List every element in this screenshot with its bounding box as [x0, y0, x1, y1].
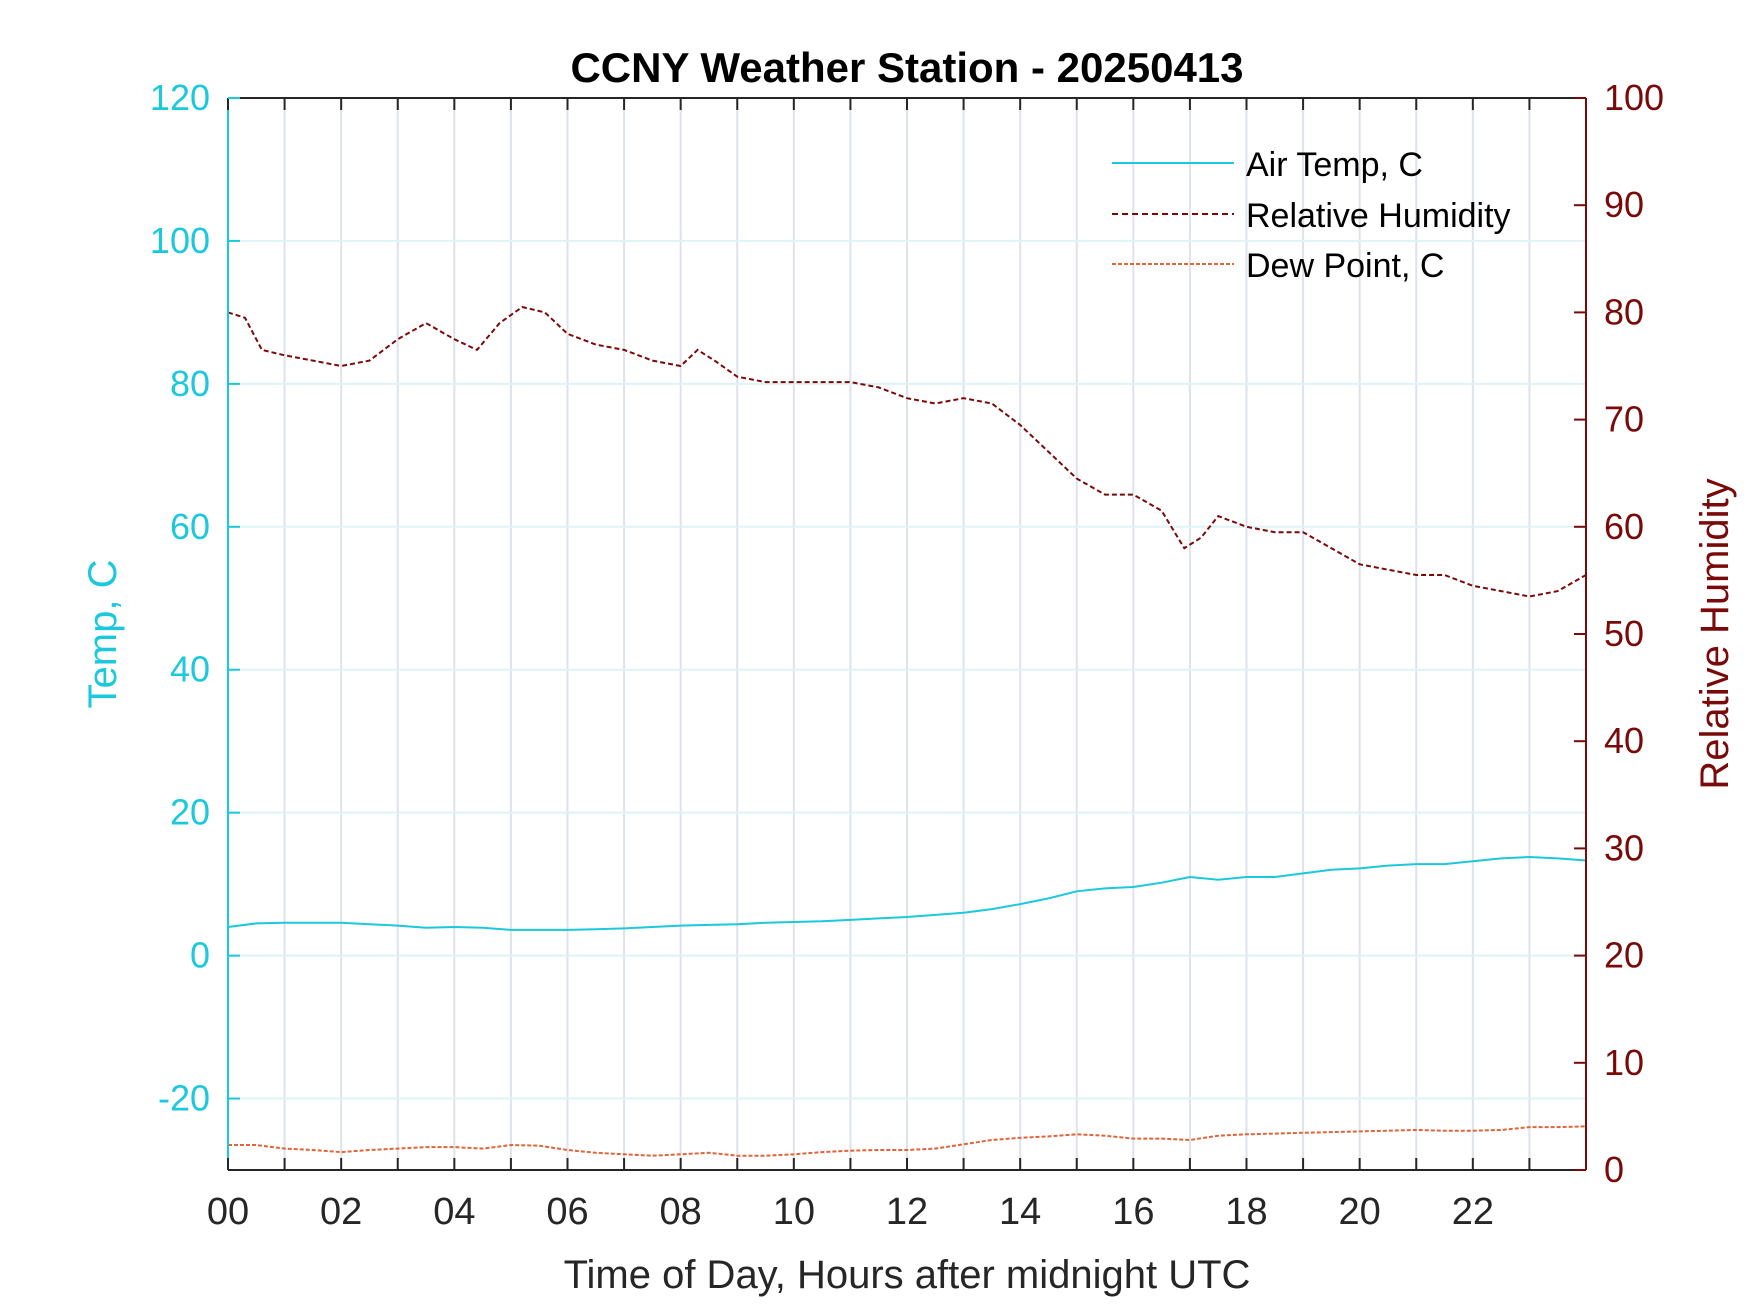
y-right-tick-label: 90	[1604, 184, 1644, 225]
y-right-tick-label: 100	[1604, 77, 1664, 118]
x-tick-label: 12	[886, 1191, 928, 1233]
y-left-tick-label: 120	[150, 77, 210, 118]
legend-label-dew-point: Dew Point, C	[1246, 247, 1444, 285]
series-line-dew-point	[228, 1125, 1587, 1157]
y-left-tick-label: -20	[158, 1078, 210, 1119]
x-tick-label: 20	[1339, 1191, 1381, 1233]
ticks-layer: 00 02 04 06 08 10 12 14 16 18 20 22-200204060801001…	[150, 77, 1664, 1233]
y-left-tick-label: 60	[170, 506, 210, 547]
x-tick-label: 22	[1452, 1191, 1494, 1233]
x-tick-label: 08	[660, 1191, 702, 1233]
x-tick-label: 14	[999, 1191, 1041, 1233]
grid-layer	[228, 97, 1586, 1170]
legend: Air Temp, C Relative Humidity Dew Point,…	[1112, 146, 1511, 285]
y-left-tick-label: 20	[170, 792, 210, 833]
y-left-tick-label: 100	[150, 220, 210, 261]
y-right-tick-label: 0	[1604, 1149, 1624, 1190]
y-right-axis-label: Relative Humidity	[1693, 478, 1737, 789]
x-tick-label: 18	[1225, 1191, 1267, 1233]
y-left-axis-label: Temp, C	[81, 560, 125, 709]
y-right-tick-label: 80	[1604, 291, 1644, 332]
y-right-tick-label: 40	[1604, 720, 1644, 761]
x-tick-label: 02	[320, 1191, 362, 1233]
legend-label-air-temp: Air Temp, C	[1246, 146, 1423, 184]
x-tick-label: 16	[1112, 1191, 1154, 1233]
y-right-tick-label: 60	[1604, 506, 1644, 547]
y-left-tick-label: 40	[170, 649, 210, 690]
x-axis-label: Time of Day, Hours after midnight UTC	[564, 1253, 1251, 1297]
x-tick-label: 00	[207, 1191, 249, 1233]
legend-label-relative-humidity: Relative Humidity	[1246, 197, 1511, 235]
y-left-tick-label: 0	[190, 935, 210, 976]
y-right-tick-label: 70	[1604, 399, 1644, 440]
y-left-tick-label: 80	[170, 363, 210, 404]
y-right-tick-label: 10	[1604, 1042, 1644, 1083]
chart-title: CCNY Weather Station - 20250413	[570, 44, 1243, 91]
x-tick-label: 04	[433, 1191, 475, 1233]
series-line-air-temp	[227, 855, 1587, 931]
x-tick-label: 06	[546, 1191, 588, 1233]
series-line-relative-humidity	[227, 305, 1587, 598]
y-right-tick-label: 30	[1604, 827, 1644, 868]
x-tick-label: 10	[773, 1191, 815, 1233]
series-layer	[227, 305, 1587, 1157]
y-right-tick-label: 20	[1604, 935, 1644, 976]
y-right-tick-label: 50	[1604, 613, 1644, 654]
